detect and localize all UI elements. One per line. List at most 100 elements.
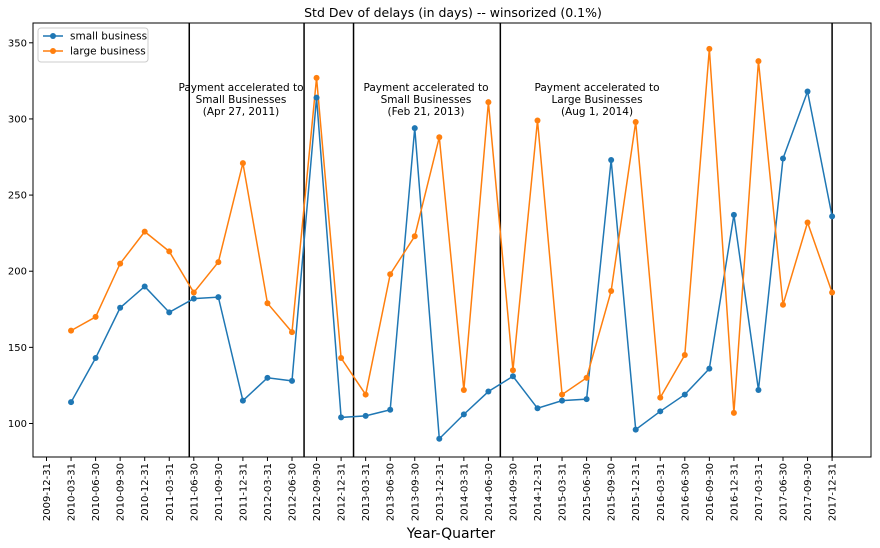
series-points <box>68 45 836 442</box>
data-point-large-business <box>92 313 99 320</box>
x-tick-label: 2012-12-31 <box>337 463 348 521</box>
x-tick-label: 2011-03-31 <box>165 463 176 521</box>
data-point-large-business <box>411 233 418 240</box>
annotation-line: Small Businesses <box>196 94 287 106</box>
data-point-small-business <box>632 426 639 433</box>
data-point-small-business <box>804 88 811 95</box>
x-tick-label: 2017-03-31 <box>754 463 765 521</box>
data-point-large-business <box>730 409 737 416</box>
legend-marker <box>50 33 56 39</box>
y-tick-label: 300 <box>8 114 27 125</box>
x-tick-label: 2010-06-30 <box>91 463 102 521</box>
annotation: Payment accelerated to Small Businesses (F… <box>364 82 489 118</box>
data-point-large-business <box>706 45 713 52</box>
y-tick-label: 350 <box>8 38 27 49</box>
annotation-line: Payment accelerated to <box>364 82 489 94</box>
data-point-small-business <box>583 396 590 403</box>
data-point-large-business <box>608 288 615 295</box>
data-point-small-business <box>829 213 836 220</box>
x-tick-label: 2009-12-31 <box>42 463 53 521</box>
data-point-large-business <box>239 160 246 167</box>
data-point-small-business <box>313 94 320 101</box>
y-tick-label: 100 <box>8 419 27 430</box>
series-line-large-business <box>70 48 833 413</box>
x-tick-label: 2016-06-30 <box>680 463 691 521</box>
data-point-small-business <box>706 365 713 372</box>
x-tick-label: 2014-03-31 <box>459 463 470 521</box>
x-tick-label: 2013-12-31 <box>435 463 446 521</box>
data-point-large-business <box>485 99 492 106</box>
data-point-large-business <box>559 391 566 398</box>
annotation-line: Large Businesses <box>551 94 642 106</box>
annotation: Payment accelerated to Large Businesses (A… <box>535 82 660 118</box>
y-tick-label: 200 <box>8 267 27 278</box>
data-point-small-business <box>289 377 295 384</box>
series-line-small-business <box>70 88 833 441</box>
data-point-large-business <box>436 134 443 141</box>
x-tick-label: 2015-06-30 <box>582 463 593 521</box>
data-point-large-business <box>117 260 124 267</box>
data-point-large-business <box>460 386 467 393</box>
annotation-line: Small Businesses <box>381 94 472 106</box>
data-point-small-business <box>387 406 394 413</box>
data-point-small-business <box>117 304 124 311</box>
x-tick-label: 2017-09-30 <box>803 463 814 521</box>
data-point-large-business <box>657 394 664 401</box>
x-tick-label: 2012-03-31 <box>263 463 274 521</box>
data-point-small-business <box>460 411 467 418</box>
x-tick-label: 2012-09-30 <box>312 463 323 521</box>
legend-label: large business <box>70 46 146 58</box>
x-tick-label: 2017-12-31 <box>828 463 839 521</box>
x-axis-title: Year-Quarter <box>406 526 496 542</box>
data-point-small-business <box>608 157 615 164</box>
x-tick-label: 2016-09-30 <box>705 463 716 521</box>
data-point-small-business <box>190 295 197 302</box>
y-tick-label: 250 <box>8 191 27 202</box>
x-tick-label: 2016-12-31 <box>729 463 740 521</box>
data-point-small-business <box>264 374 271 381</box>
data-point-large-business <box>509 367 516 374</box>
data-point-small-business <box>657 408 664 415</box>
data-point-large-business <box>215 259 222 266</box>
x-tick-label: 2011-12-31 <box>238 463 249 521</box>
data-point-large-business <box>362 391 369 398</box>
x-tick-label: 2016-03-31 <box>656 463 667 521</box>
annotations: Payment accelerated to Small Businesses (A… <box>179 82 660 118</box>
x-tick-label: 2015-09-30 <box>607 463 618 521</box>
data-point-small-business <box>68 399 75 406</box>
data-point-small-business <box>509 373 516 380</box>
x-tick-label: 2017-06-30 <box>779 463 790 521</box>
x-tick-label: 2015-03-31 <box>558 463 569 521</box>
annotation-line: (Feb 21, 2013) <box>388 106 465 118</box>
series-lines <box>70 48 833 441</box>
data-point-large-business <box>534 117 541 124</box>
annotation-line: (Apr 27, 2011) <box>203 106 279 118</box>
chart-title: Std Dev of delays (in days) -- winsorize… <box>304 5 602 20</box>
data-point-small-business <box>239 397 246 404</box>
data-point-small-business <box>681 391 688 398</box>
x-tick-label: 2014-12-31 <box>533 463 544 521</box>
y-tick-label: 150 <box>8 343 27 354</box>
data-point-small-business <box>436 435 443 442</box>
annotation-line: (Aug 1, 2014) <box>561 106 633 118</box>
data-point-large-business <box>141 228 148 235</box>
data-point-large-business <box>780 301 786 308</box>
data-point-large-business <box>68 327 75 334</box>
data-point-small-business <box>215 294 222 301</box>
data-point-large-business <box>804 219 811 226</box>
data-point-small-business <box>411 125 418 132</box>
data-point-large-business <box>583 374 590 381</box>
x-tick-label: 2011-06-30 <box>189 463 200 521</box>
x-tick-label: 2010-09-30 <box>116 463 127 521</box>
data-point-small-business <box>730 211 737 218</box>
x-tick-label: 2010-03-31 <box>67 463 78 521</box>
x-tick-label: 2014-06-30 <box>484 463 495 521</box>
data-point-large-business <box>387 271 394 278</box>
y-axis: 100 150 200 250 300 350 <box>8 38 33 430</box>
x-tick-label: 2015-12-31 <box>631 463 642 521</box>
data-point-large-business <box>190 289 197 296</box>
data-point-small-business <box>755 386 762 393</box>
data-point-large-business <box>289 329 295 336</box>
x-tick-label: 2011-09-30 <box>214 463 225 521</box>
